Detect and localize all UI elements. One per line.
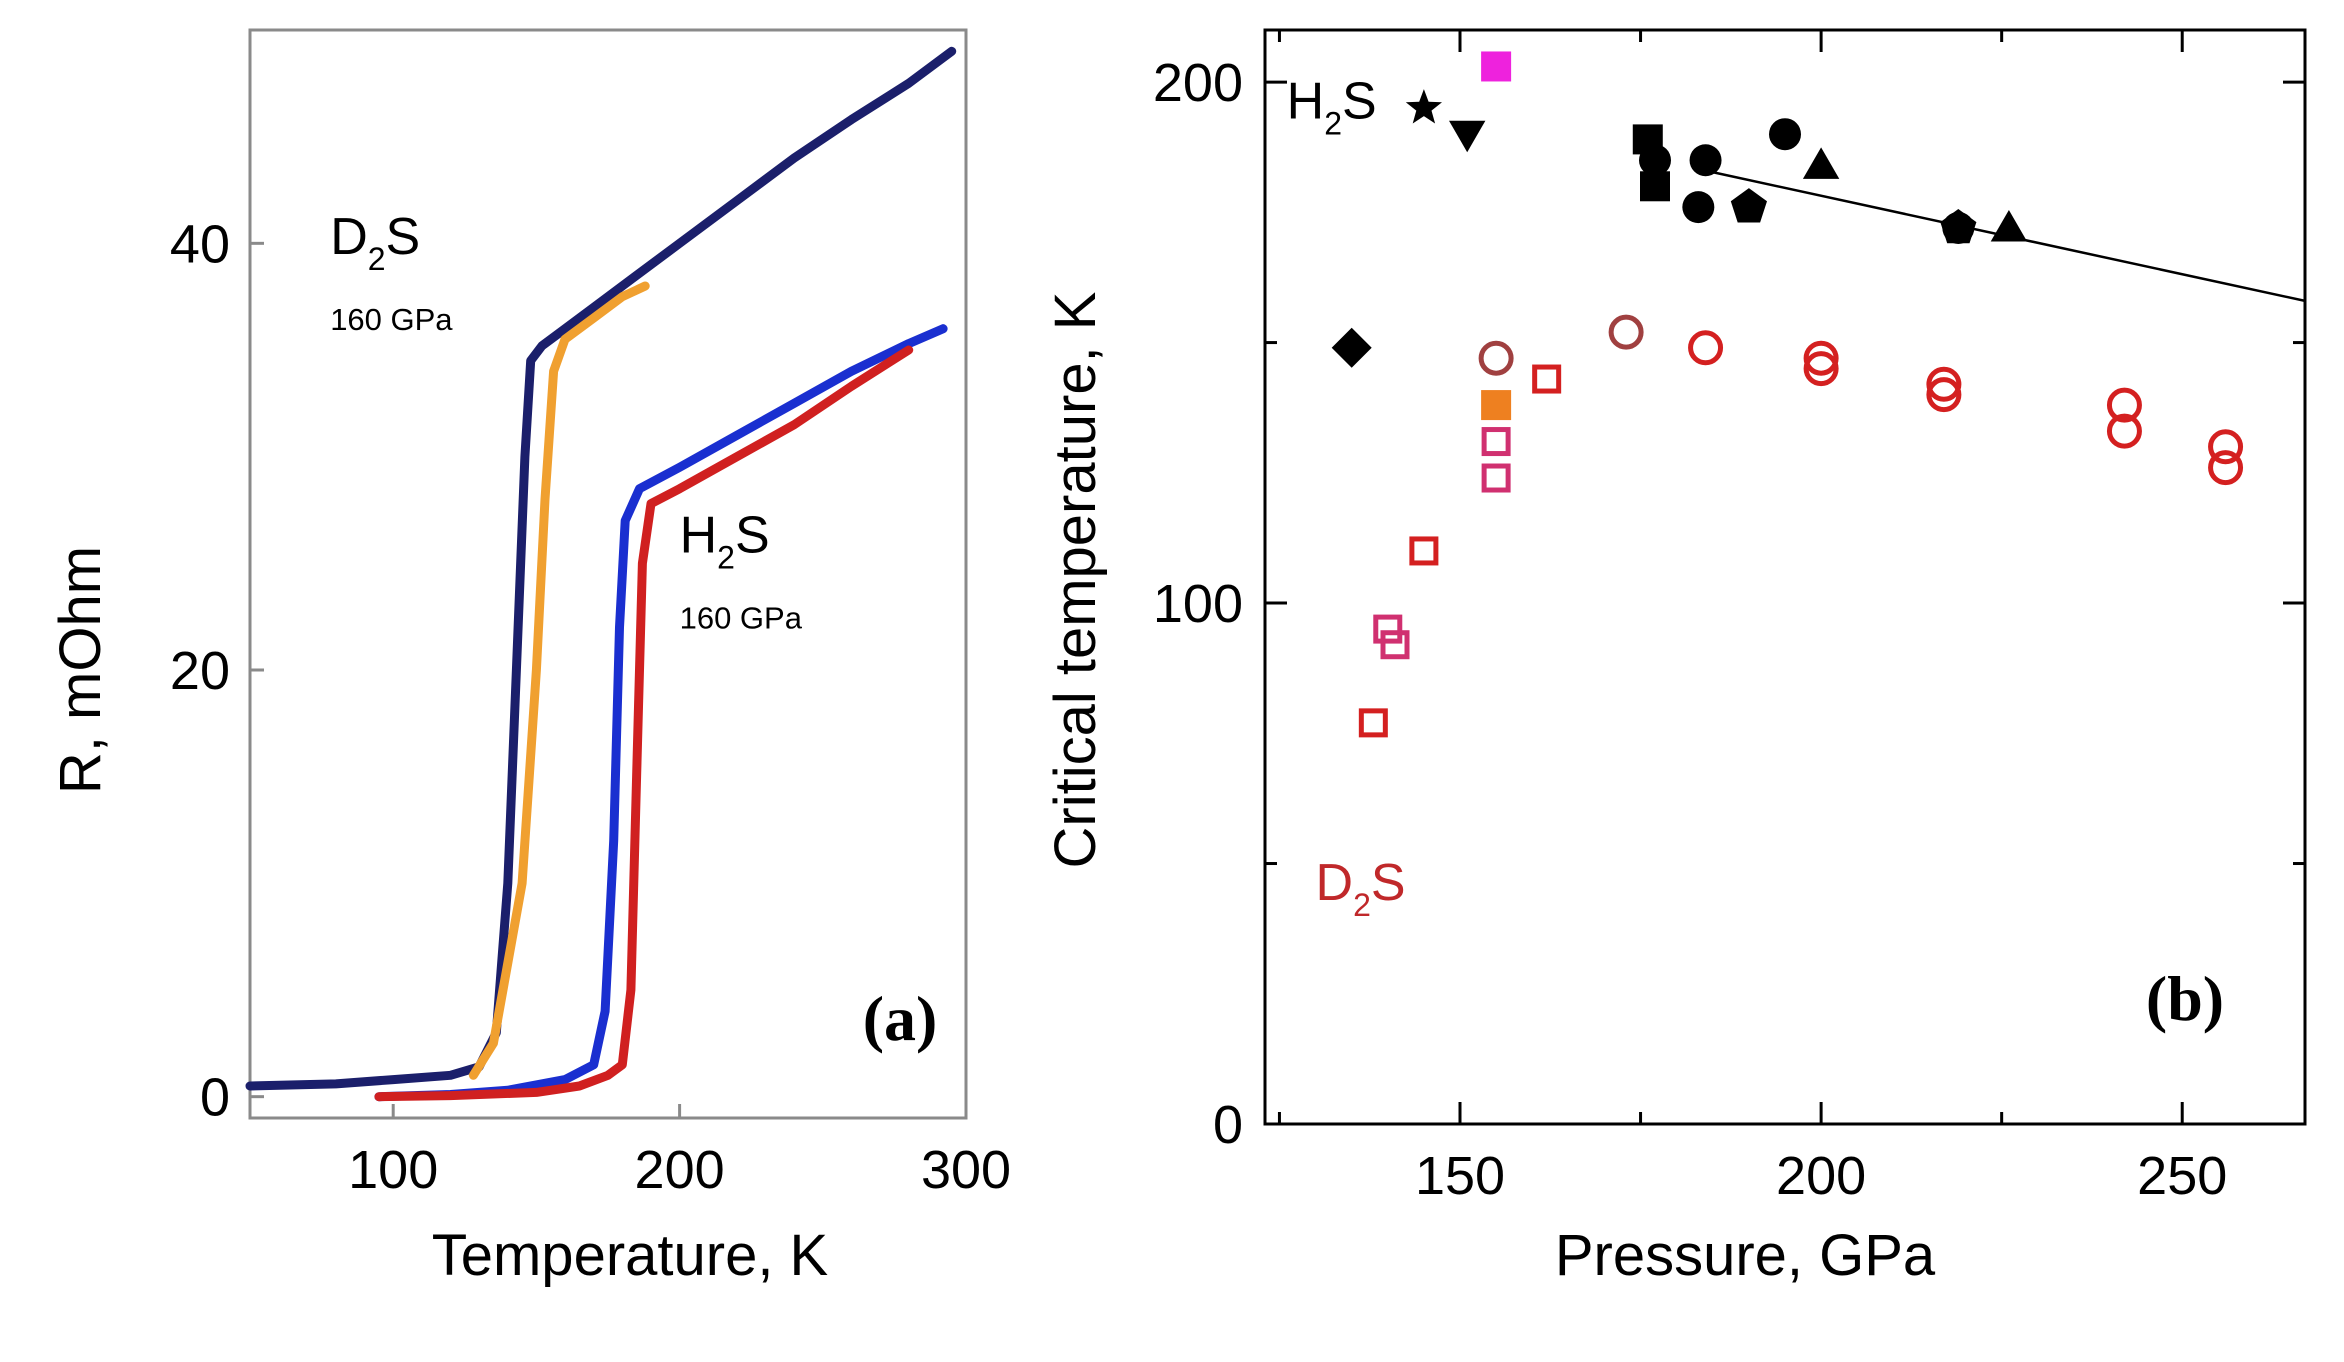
panel-b-annotation-d2s: D2S: [1316, 854, 1406, 923]
panel-a-x-tick-label: 200: [635, 1140, 725, 1200]
panel-b-y-tick-label: 200: [1153, 53, 1243, 113]
panel-b-point-d2s-open-square-pink: [1481, 463, 1511, 493]
panel-b-point-h2s-circle: [1769, 118, 1801, 151]
panel-a-annotation-d2s-pressure: 160 GPa: [330, 302, 453, 337]
panel-b-point-d2s-open-square-pink: [1380, 630, 1410, 660]
panel-b-annotation-h2s: H2S: [1287, 73, 1377, 142]
panel-b-point-h2s-triangle-up: [1990, 210, 2028, 242]
panel-a-series-h2s-blue: [374, 324, 948, 1102]
panel-a-plot-frame: [248, 28, 968, 1120]
panel-b-series-group: [1331, 51, 2244, 738]
panel-b-point-d2s-orange-square: [1481, 390, 1512, 421]
panel-a-resistance-chart: 100 200 300 0 20 40 D2S 160 GPa H2S 160 GPa Temp…: [48, 28, 1011, 1288]
panel-b-point-h2s-circle: [1682, 191, 1715, 224]
panel-a-y-tick-label: 20: [170, 641, 230, 701]
panel-b-point-h2s-circle: [1689, 144, 1722, 177]
panel-a-x-tick-label: 300: [921, 1140, 1011, 1200]
panel-a-x-tick-label: 100: [348, 1140, 438, 1200]
panel-b-point-d2s-open-circle: [2208, 450, 2244, 486]
panel-b-annotations-group: H2S D2S: [1287, 73, 1406, 923]
panel-b-point-h2s-triangle-down: [1449, 120, 1486, 153]
panel-b-point-d2s-open-circle: [1803, 351, 1839, 387]
panel-b-point-d2s-open-circle: [2208, 429, 2244, 465]
panel-a-series-d2s-dark: [245, 46, 957, 1091]
panel-b-x-tick-label: 150: [1415, 1146, 1505, 1206]
panel-b-point-h2s-pentagon: [1730, 188, 1767, 223]
panel-b-point-d2s-open-circle: [2106, 413, 2142, 449]
panel-b-point-d2s-magenta-square: [1481, 51, 1512, 82]
panel-b-point-d2s-open-circle: [2106, 387, 2142, 423]
panel-b-point-d2s-open-square: [1409, 536, 1439, 566]
panel-b-point-d2s-open-circle: [1926, 366, 1962, 402]
panel-b-point-h2s-star: [1405, 89, 1442, 124]
panel-b-critical-temperature-chart: 150 200 250 0 100 200 H2S D2S Pressure, GPa Cr…: [1043, 28, 2307, 1288]
panel-b-point-d2s-open-square-pink: [1373, 614, 1403, 644]
panel-a-x-axis-label: Temperature, K: [432, 1223, 829, 1288]
panel-b-point-d2s-open-circle-brown: [1478, 340, 1514, 376]
panel-b-x-axis-label: Pressure, GPa: [1555, 1223, 1936, 1288]
panel-a-annotation-h2s: H2S: [680, 507, 770, 576]
panel-b-plot-frame: [1263, 28, 2307, 1126]
panel-b-y-axis-label: Critical temperature, K: [1043, 291, 1108, 868]
panel-a-annotation-h2s-pressure: 160 GPa: [680, 601, 803, 636]
panel-b-point-d2s-open-circle: [1803, 340, 1839, 376]
panel-b-point-d2s-open-circle-brown: [1608, 314, 1644, 350]
panel-a-y-axis-label: R, mOhm: [48, 546, 113, 794]
panel-a-series-group: [245, 46, 957, 1102]
panel-b-point-h2s-diamond: [1331, 327, 1372, 368]
panel-b-point-h2s-square: [1640, 171, 1670, 202]
panel-b-point-h2s-circle: [1639, 144, 1671, 177]
panel-b-point-d2s-open-circle: [1688, 330, 1724, 366]
panel-b-point-h2s-triangle-up: [1802, 147, 1840, 179]
panel-b-ticks-group: 150 200 250 0 100 200: [1153, 30, 2305, 1206]
panel-b-y-tick-label: 0: [1213, 1095, 1243, 1155]
panel-b-label: (b): [2146, 963, 2224, 1034]
panel-a-y-tick-label: 0: [200, 1068, 230, 1128]
panel-a-label: (a): [863, 983, 938, 1054]
panel-b-point-h2s-pentagon: [1940, 209, 1977, 244]
panel-b-point-d2s-open-square: [1358, 708, 1388, 738]
panel-b-y-tick-label: 100: [1153, 574, 1243, 634]
panel-a-y-tick-label: 40: [170, 214, 230, 274]
panel-b-x-tick-label: 200: [1776, 1146, 1866, 1206]
panel-b-point-d2s-open-square: [1532, 364, 1562, 394]
panel-a-ticks-group: 100 200 300 0 20 40: [170, 214, 1011, 1200]
panel-a-annotations-group: D2S 160 GPa H2S 160 GPa: [330, 208, 803, 636]
panel-b-x-tick-label: 250: [2137, 1146, 2227, 1206]
panel-b-point-d2s-open-circle: [1926, 377, 1962, 413]
panel-a-series-h2s-red: [374, 345, 914, 1102]
panel-b-point-d2s-open-square-pink: [1481, 427, 1511, 457]
panel-a-series-d2s-orange: [468, 281, 650, 1080]
panel-a-annotation-d2s: D2S: [330, 208, 420, 277]
